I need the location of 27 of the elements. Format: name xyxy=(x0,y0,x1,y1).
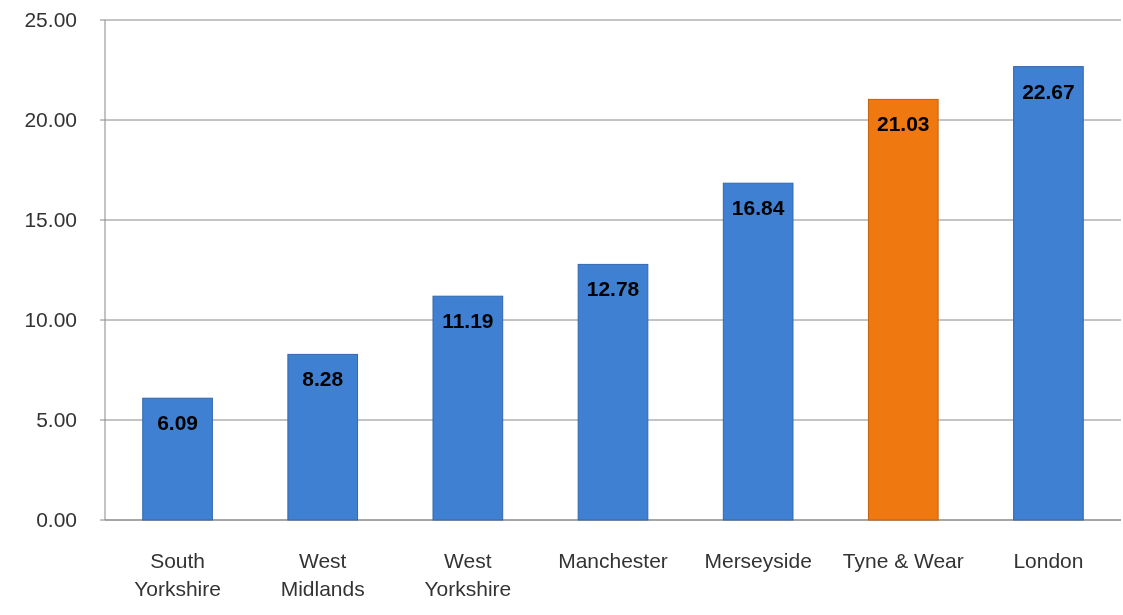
x-tick-label: Tyne & Wear xyxy=(842,549,964,572)
x-tick-label: Manchester xyxy=(558,549,668,572)
y-tick-label: 20.00 xyxy=(24,108,77,132)
data-label: 21.03 xyxy=(877,112,930,136)
data-label: 12.78 xyxy=(586,277,640,301)
y-tick-label: 25.00 xyxy=(24,8,77,32)
bar xyxy=(432,295,504,521)
bar xyxy=(142,397,213,521)
bar xyxy=(577,263,649,521)
y-tick-label: 15.00 xyxy=(24,208,77,232)
data-label: 8.28 xyxy=(302,367,344,391)
data-label: 11.19 xyxy=(442,309,494,333)
y-tick-label: 0.00 xyxy=(36,508,77,532)
x-tick-label: West Midlands xyxy=(280,549,365,600)
y-tick-label: 10.00 xyxy=(24,308,77,332)
data-label: 22.67 xyxy=(1022,79,1075,103)
bar xyxy=(722,182,794,521)
data-label: 6.09 xyxy=(157,411,199,435)
x-tick-label: Merseyside xyxy=(704,549,812,572)
x-tick-label: London xyxy=(1013,549,1084,572)
y-tick-label: 5.00 xyxy=(36,408,77,432)
bar xyxy=(287,353,359,521)
data-label: 16.84 xyxy=(731,196,785,220)
bar xyxy=(1013,66,1084,521)
bar xyxy=(867,98,939,521)
x-tick-label: West Yorkshire xyxy=(424,549,512,600)
x-tick-label: South Yorkshire xyxy=(134,549,221,600)
